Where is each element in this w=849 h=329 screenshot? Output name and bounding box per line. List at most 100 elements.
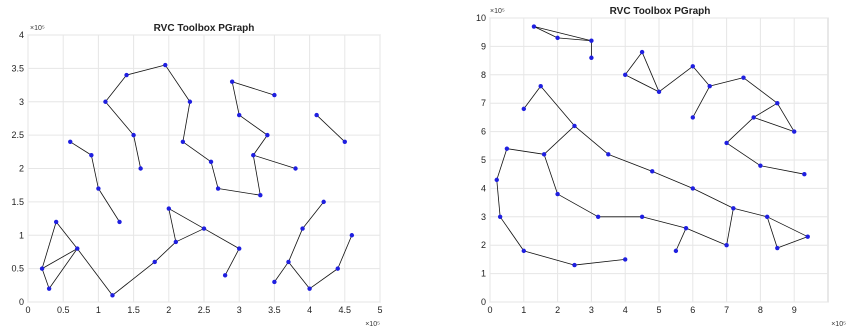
graph-node: [68, 139, 73, 144]
graph-node: [521, 248, 526, 254]
graph-nodes-left: [39, 62, 355, 298]
graph-edge: [557, 37, 592, 42]
graph-node: [595, 214, 601, 219]
y-tick-label: 4: [19, 30, 24, 40]
graph-edge: [288, 261, 310, 289]
graph-edge: [533, 26, 558, 39]
x-tick-label: 9: [792, 305, 797, 315]
graph-node: [75, 246, 80, 251]
graph-edge: [753, 102, 778, 118]
graph-edge: [499, 216, 525, 252]
y-tick-label: 6: [481, 127, 486, 137]
graph-node: [690, 64, 695, 69]
graph-edge: [496, 148, 508, 181]
graph-edges-left: [41, 64, 353, 296]
graph-edge: [274, 261, 289, 283]
graph-node: [683, 225, 689, 231]
graph-edge: [302, 201, 324, 229]
graph-node: [758, 163, 763, 168]
x-tick-label: 2: [166, 305, 171, 315]
graph-node: [201, 226, 207, 231]
graph-node: [724, 243, 729, 248]
x-tick-label: 5: [377, 305, 382, 315]
graph-edge: [168, 208, 205, 229]
y-exponent-left: ×10⁵: [30, 25, 45, 32]
graph-edge: [753, 117, 795, 132]
graph-edge: [55, 221, 78, 249]
graph-edge: [133, 135, 142, 169]
graph-edge: [760, 165, 805, 175]
graph-node: [222, 273, 228, 278]
graph-node: [173, 239, 179, 245]
graph-edge: [766, 216, 808, 238]
y-tick-label: 0.5: [11, 264, 24, 274]
y-tick-label: 2.5: [11, 130, 24, 140]
graph-node: [138, 166, 143, 171]
graph-edge: [685, 227, 727, 246]
graph-edge: [641, 216, 687, 229]
graph-node: [53, 219, 59, 225]
graph-node: [335, 266, 340, 271]
graph-node: [300, 226, 305, 231]
y-tick-label: 10: [476, 13, 486, 23]
graph-edge: [218, 188, 261, 196]
graph-node: [163, 62, 168, 68]
y-tick-label: 3.5: [11, 63, 24, 73]
graph-node: [690, 186, 695, 191]
graph-edge: [641, 51, 660, 92]
graph-edge: [70, 141, 92, 156]
graph-node: [293, 166, 298, 171]
graph-node: [187, 99, 193, 104]
graph-edge: [253, 154, 296, 169]
graph-edge: [624, 51, 643, 76]
graph-node: [152, 259, 157, 265]
graph-node: [764, 214, 770, 219]
graph-node: [166, 206, 171, 211]
graph-edge: [726, 117, 754, 144]
x-ticks-left: 0 0.5 1 1.5 2 2.5 3 3.5 4 4.5 5: [25, 305, 382, 315]
graph-node: [117, 219, 122, 225]
graph-node: [229, 79, 235, 84]
graph-edge: [608, 153, 653, 172]
graph-edge: [506, 148, 545, 155]
graph-node: [555, 35, 560, 41]
graph-node: [802, 172, 807, 177]
graph-node: [541, 152, 547, 157]
graph-edge: [112, 261, 155, 296]
graph-node: [272, 279, 277, 285]
graph-edge: [496, 179, 501, 217]
x-tick-label: 4: [623, 305, 628, 315]
graph-node: [321, 199, 326, 205]
x-tick-label: 8: [758, 305, 763, 315]
graph-node: [494, 177, 499, 183]
x-tick-label: 0.5: [57, 305, 70, 315]
y-tick-label: 3: [481, 212, 486, 222]
graph-edge: [523, 85, 542, 110]
graph-edge: [316, 114, 346, 143]
chart-title-left: RVC Toolbox PGraph: [154, 23, 255, 34]
graph-node: [538, 83, 543, 89]
graph-node: [272, 92, 277, 98]
graph-node: [215, 186, 221, 191]
graph-node: [639, 214, 645, 219]
graph-node: [208, 159, 214, 165]
y-tick-label: 8: [481, 70, 486, 80]
graph-edge: [543, 125, 575, 155]
graph-edge: [252, 134, 268, 156]
graph-edge: [210, 161, 219, 189]
graph-edge: [540, 85, 575, 127]
graph-edge: [175, 228, 205, 243]
y-tick-label: 0: [19, 297, 24, 307]
y-exponent-right: ×10⁵: [490, 8, 505, 15]
graph-edge: [288, 228, 303, 263]
x-tick-label: 3: [589, 305, 594, 315]
graph-edge: [533, 26, 592, 42]
x-tick-label: 0: [25, 305, 30, 315]
graph-edge: [76, 248, 113, 296]
graph-edge: [98, 188, 120, 223]
graph-node: [656, 89, 662, 95]
graph-node: [504, 146, 510, 151]
graph-edge: [337, 235, 353, 269]
graph-edge: [182, 141, 212, 163]
graph-node: [286, 259, 291, 265]
